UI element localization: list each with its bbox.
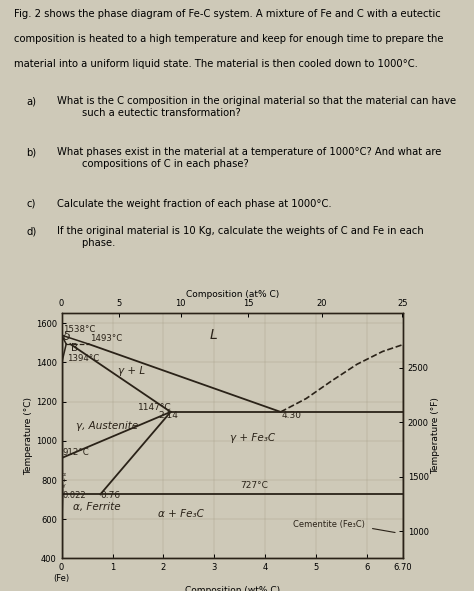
Text: 2.14: 2.14: [159, 411, 179, 420]
Text: composition is heated to a high temperature and keep for enough time to prepare : composition is heated to a high temperat…: [14, 34, 444, 44]
Y-axis label: Temperature (°F): Temperature (°F): [431, 397, 440, 475]
Text: d): d): [26, 226, 36, 236]
Text: 4.30: 4.30: [282, 411, 301, 420]
Text: α + Fe₃C: α + Fe₃C: [158, 509, 204, 519]
Text: b): b): [26, 148, 36, 157]
X-axis label: Composition (at% C): Composition (at% C): [186, 290, 279, 298]
Text: α
+
γ: α + γ: [62, 472, 67, 488]
Text: α, Ferrite: α, Ferrite: [73, 502, 121, 512]
Text: δ: δ: [63, 330, 71, 343]
Text: 912°C: 912°C: [63, 448, 90, 457]
Text: 1147°C: 1147°C: [138, 403, 172, 413]
Text: 1493°C: 1493°C: [90, 335, 122, 343]
Text: B: B: [71, 343, 78, 353]
X-axis label: Composition (wt% C): Composition (wt% C): [185, 586, 280, 591]
Text: What is the C composition in the original material so that the material can have: What is the C composition in the origina…: [57, 96, 456, 118]
Text: L: L: [210, 328, 217, 342]
Text: Fig. 2 shows the phase diagram of Fe-C system. A mixture of Fe and C with a eute: Fig. 2 shows the phase diagram of Fe-C s…: [14, 9, 441, 19]
Text: Cementite (Fe₃C): Cementite (Fe₃C): [293, 521, 365, 530]
Text: c): c): [26, 199, 36, 209]
Text: 727°C: 727°C: [240, 482, 268, 491]
Text: material into a uniform liquid state. The material is then cooled down to 1000°C: material into a uniform liquid state. Th…: [14, 59, 418, 69]
Text: 1394°C: 1394°C: [67, 353, 99, 363]
Text: 1538°C: 1538°C: [63, 326, 95, 335]
Text: γ + Fe₃C: γ + Fe₃C: [230, 433, 275, 443]
Text: Calculate the weight fraction of each phase at 1000°C.: Calculate the weight fraction of each ph…: [57, 199, 331, 209]
Text: What phases exist in the material at a temperature of 1000°C? And what are
     : What phases exist in the material at a t…: [57, 148, 441, 169]
Y-axis label: Temperature (°C): Temperature (°C): [24, 397, 33, 475]
Text: 0.022: 0.022: [63, 491, 87, 499]
Text: a): a): [26, 96, 36, 106]
Text: 0.76: 0.76: [101, 491, 121, 500]
Text: γ + L: γ + L: [118, 366, 145, 376]
Text: γ, Austenite: γ, Austenite: [76, 421, 138, 431]
Text: If the original material is 10 Kg, calculate the weights of C and Fe in each
   : If the original material is 10 Kg, calcu…: [57, 226, 424, 248]
